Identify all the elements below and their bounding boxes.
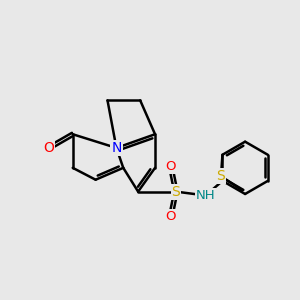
Text: S: S [217, 169, 225, 183]
Text: N: N [111, 141, 122, 155]
Text: S: S [172, 184, 180, 199]
Text: O: O [44, 141, 54, 155]
Text: O: O [166, 160, 176, 173]
Text: NH: NH [196, 189, 215, 202]
Text: O: O [166, 210, 176, 223]
